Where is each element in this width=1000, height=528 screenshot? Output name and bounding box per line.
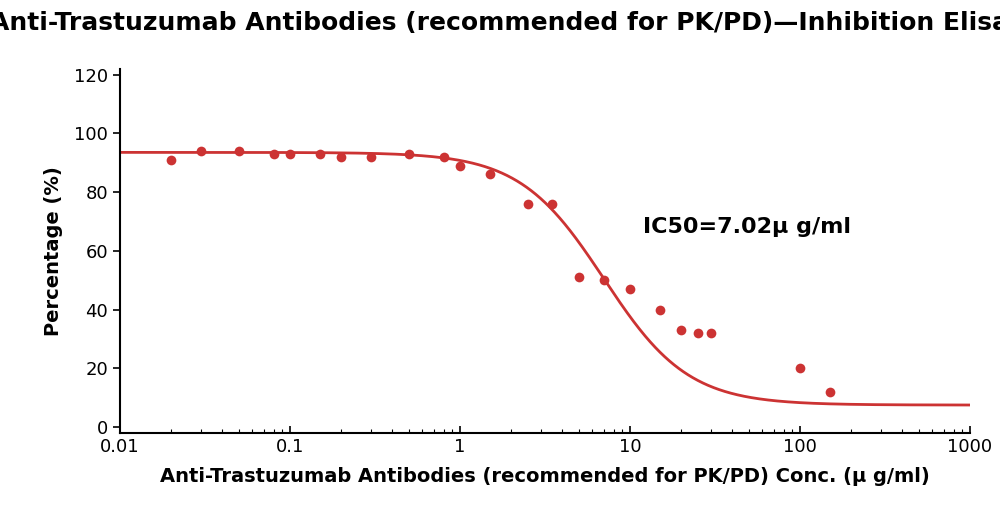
Text: Anti-Trastuzumab Antibodies (recommended for PK/PD)—Inhibition Elisa: Anti-Trastuzumab Antibodies (recommended…	[0, 11, 1000, 34]
X-axis label: Anti-Trastuzumab Antibodies (recommended for PK/PD) Conc. (μ g/ml): Anti-Trastuzumab Antibodies (recommended…	[160, 467, 930, 486]
Y-axis label: Percentage (%): Percentage (%)	[44, 166, 63, 336]
Text: IC50=7.02μ g/ml: IC50=7.02μ g/ml	[643, 218, 851, 237]
